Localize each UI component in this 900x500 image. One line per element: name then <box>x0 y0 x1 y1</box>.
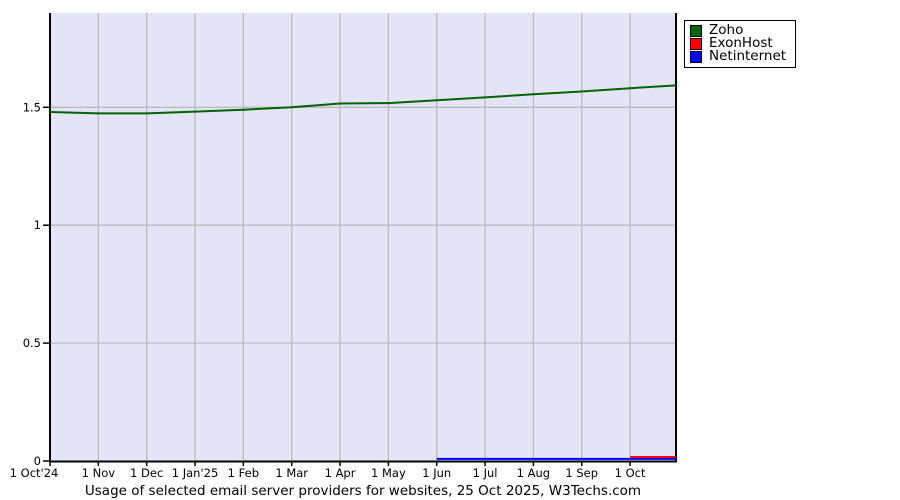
x-tick-label: 1 Jul <box>473 466 498 480</box>
x-tick-label: 1 Feb <box>228 466 259 480</box>
x-tick-label: 1 Oct'24 <box>10 466 59 480</box>
x-tick-label: 1 Sep <box>565 466 598 480</box>
y-tick-label: 1 <box>34 218 41 232</box>
x-tick-label: 1 Mar <box>275 466 308 480</box>
x-tick-label: 1 Jun <box>422 466 451 480</box>
legend-label-zoho: Zoho <box>709 22 744 38</box>
y-tick-label: 1.5 <box>23 100 41 114</box>
legend-item-exonhost: ExonHost <box>690 35 786 51</box>
plot-background <box>50 13 676 461</box>
x-tick-label: 1 Nov <box>82 466 116 480</box>
legend-item-zoho: Zoho <box>690 22 786 38</box>
x-tick-label: 1 Apr <box>325 466 356 480</box>
legend-item-netinternet: Netinternet <box>690 48 787 64</box>
y-tick-label: 0 <box>34 454 41 468</box>
y-tick-label: 0.5 <box>23 336 41 350</box>
series-line-zoho <box>49 84 677 115</box>
legend-label-exonhost: ExonHost <box>709 35 773 51</box>
exonhost-series-swatch-icon <box>690 37 702 50</box>
netinternet-series-swatch-icon <box>690 50 702 63</box>
x-tick-label: 1 Dec <box>130 466 163 480</box>
x-tick-label: 1 Aug <box>517 466 550 480</box>
x-tick-label: 1 Jan'25 <box>172 466 219 480</box>
zoho-series-swatch-icon <box>690 24 702 37</box>
x-tick-label: 1 May <box>371 466 406 480</box>
legend-label-netinternet: Netinternet <box>709 48 787 64</box>
x-tick-label: 1 Oct <box>615 466 646 480</box>
legend: Zoho ExonHost Netinternet <box>684 20 797 68</box>
chart-title: Usage of selected email server providers… <box>84 483 642 499</box>
